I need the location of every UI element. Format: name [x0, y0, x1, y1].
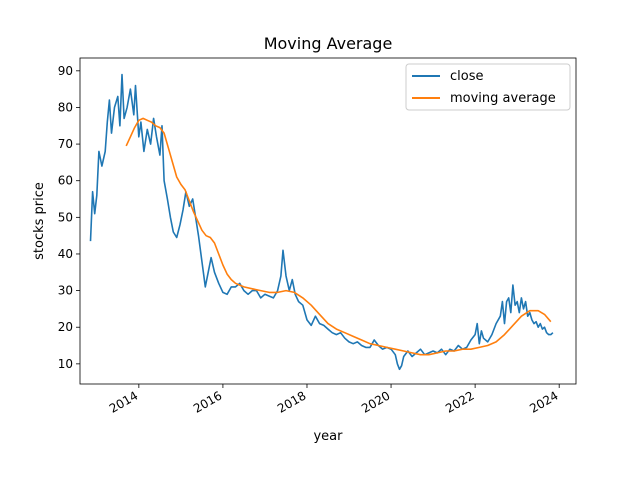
legend-label: moving average	[450, 91, 556, 106]
x-tick-label: 2014	[107, 388, 140, 415]
legend: close moving average	[405, 63, 571, 111]
x-axis: 2014 2016 2018 2020 2022 2024	[107, 384, 561, 416]
y-tick-label: 40	[58, 247, 73, 261]
y-tick-label: 10	[58, 357, 73, 371]
series-line-close	[89, 73, 554, 371]
x-tick-label: 2024	[527, 388, 560, 415]
y-tick-label: 60	[58, 174, 73, 188]
y-tick-label: 70	[58, 137, 73, 151]
x-tick-label: 2022	[443, 388, 476, 415]
series-line-moving-average	[125, 117, 552, 356]
x-tick-label: 2016	[191, 388, 224, 415]
y-tick-label: 80	[58, 100, 73, 114]
y-tick-label: 50	[58, 210, 73, 224]
x-tick-label: 2018	[275, 388, 308, 415]
y-axis-label: stocks price	[32, 182, 47, 260]
x-axis-label: year	[313, 429, 343, 444]
y-axis: 10 20 30 40 50 60 70 80 90	[58, 64, 80, 371]
legend-box	[405, 63, 571, 111]
y-tick-label: 20	[58, 320, 73, 334]
chart-title: Moving Average	[264, 34, 393, 53]
plot-area	[79, 57, 577, 385]
y-tick-label: 90	[58, 64, 73, 78]
plot-frame	[79, 57, 577, 385]
y-tick-label: 30	[58, 284, 73, 298]
x-tick-label: 2020	[359, 388, 392, 415]
legend-label: close	[450, 69, 483, 84]
